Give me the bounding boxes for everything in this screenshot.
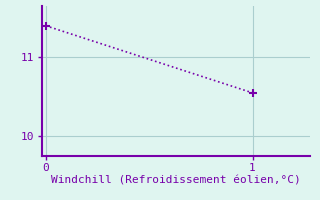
X-axis label: Windchill (Refroidissement éolien,°C): Windchill (Refroidissement éolien,°C) bbox=[51, 176, 301, 186]
